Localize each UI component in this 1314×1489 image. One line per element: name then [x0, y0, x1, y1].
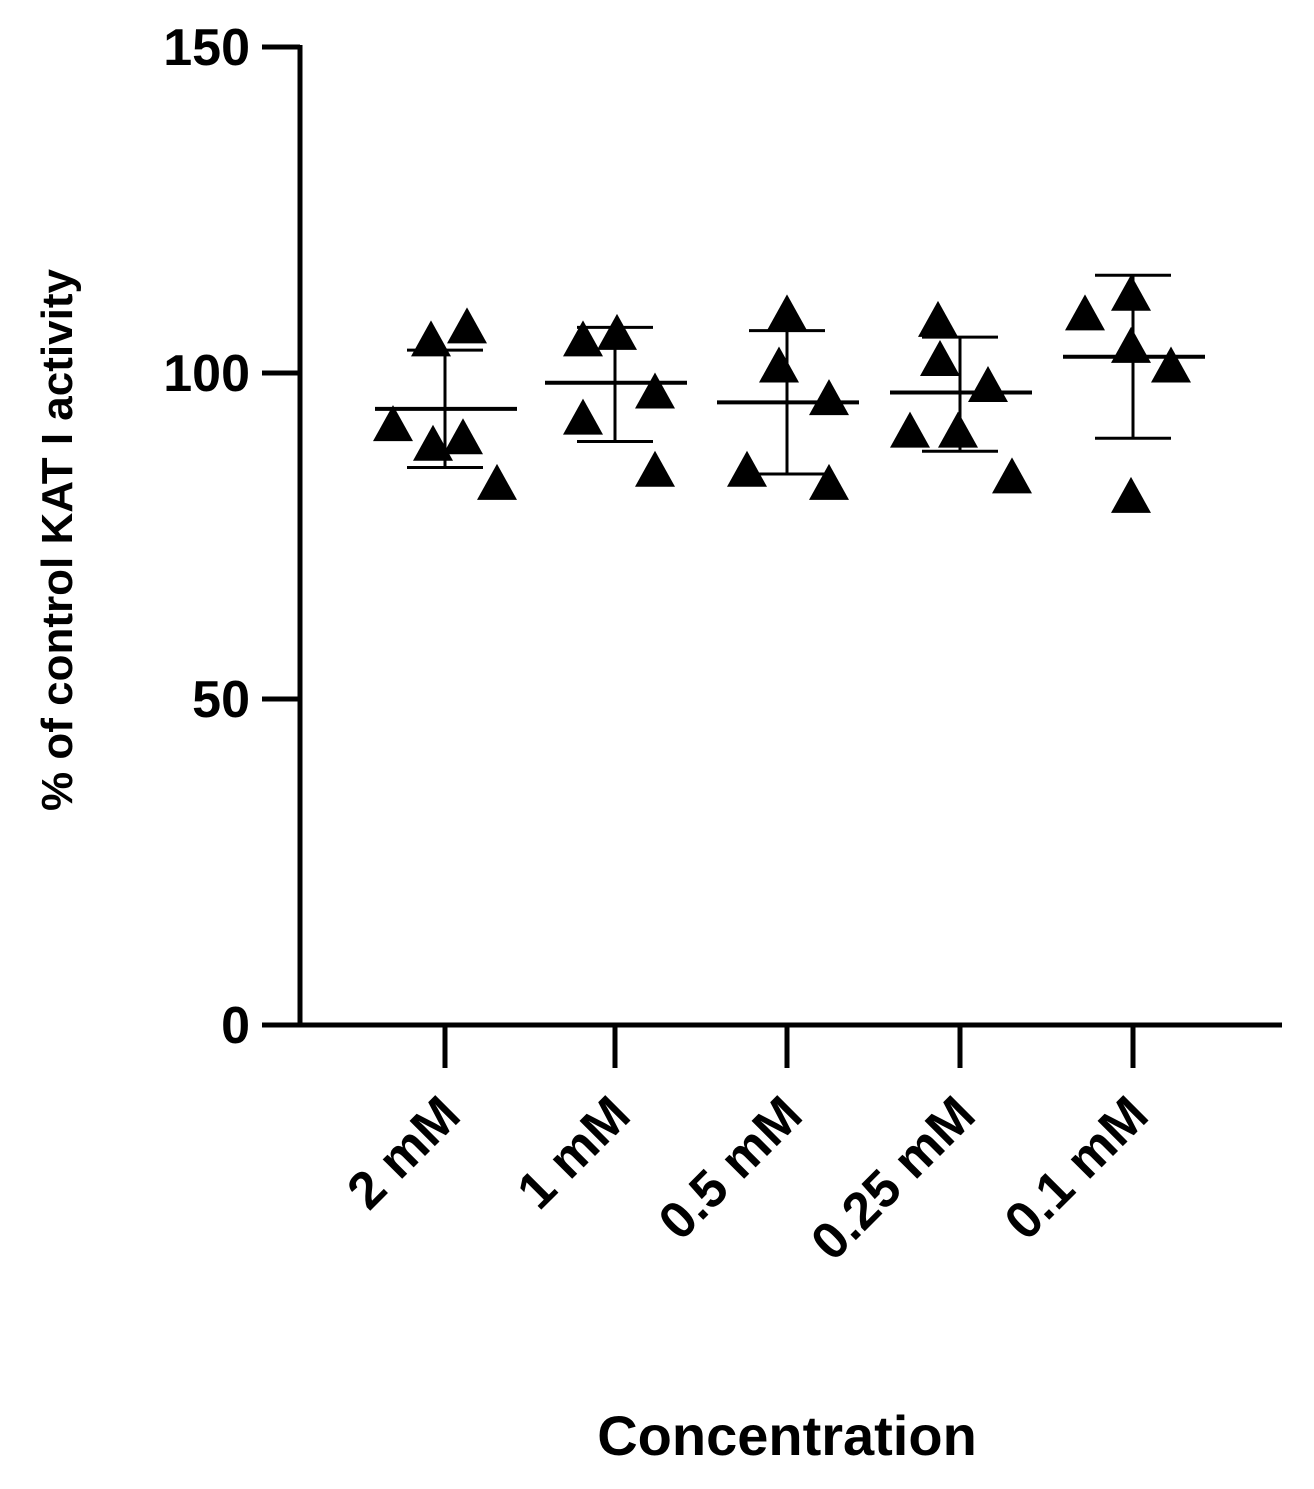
data-point	[443, 418, 483, 455]
x-tick-label: 0.5 mM	[648, 1085, 814, 1251]
data-point	[413, 424, 453, 461]
data-point	[447, 307, 487, 344]
data-point	[597, 313, 637, 350]
data-point	[411, 320, 451, 357]
data-point	[727, 450, 767, 487]
group-0	[373, 307, 517, 500]
data-point	[373, 405, 413, 442]
x-tick-label: 2 mM	[336, 1085, 471, 1220]
group-2	[717, 294, 859, 500]
data-point	[809, 379, 849, 416]
data-point	[1151, 346, 1191, 383]
plot-area	[373, 273, 1205, 513]
group-3	[890, 300, 1032, 494]
group-4	[1063, 273, 1205, 513]
data-point	[918, 300, 958, 337]
data-point	[477, 463, 517, 500]
y-tick-label: 150	[163, 19, 250, 77]
x-tick-label: 1 mM	[506, 1085, 641, 1220]
data-point	[1111, 476, 1151, 513]
axes	[297, 45, 1282, 1028]
y-tick-label: 0	[221, 997, 250, 1055]
data-point	[920, 339, 960, 376]
y-tick-label: 50	[192, 671, 250, 729]
data-point	[563, 320, 603, 357]
data-point	[1111, 326, 1151, 363]
data-point	[992, 457, 1032, 494]
y-axis-title: % of control KAT I activity	[33, 269, 82, 811]
data-point	[809, 463, 849, 500]
data-point	[563, 398, 603, 435]
x-axis-title: Concentration	[597, 1404, 977, 1467]
data-point	[767, 294, 807, 331]
data-point	[1111, 274, 1151, 311]
data-point	[938, 411, 978, 448]
data-point	[635, 372, 675, 409]
data-point	[635, 450, 675, 487]
data-point	[759, 346, 799, 383]
x-tick-label: 0.1 mM	[994, 1085, 1160, 1251]
data-point	[890, 411, 930, 448]
group-1	[545, 313, 687, 487]
x-ticks: 2 mM 1 mM 0.5 mM0.25 mM 0.1 mM	[336, 1025, 1159, 1272]
y-tick-label: 100	[163, 345, 250, 403]
y-ticks: 0 50 100 150	[163, 19, 300, 1055]
x-tick-label: 0.25 mM	[800, 1085, 986, 1271]
data-point	[1065, 294, 1105, 331]
data-point	[968, 366, 1008, 403]
